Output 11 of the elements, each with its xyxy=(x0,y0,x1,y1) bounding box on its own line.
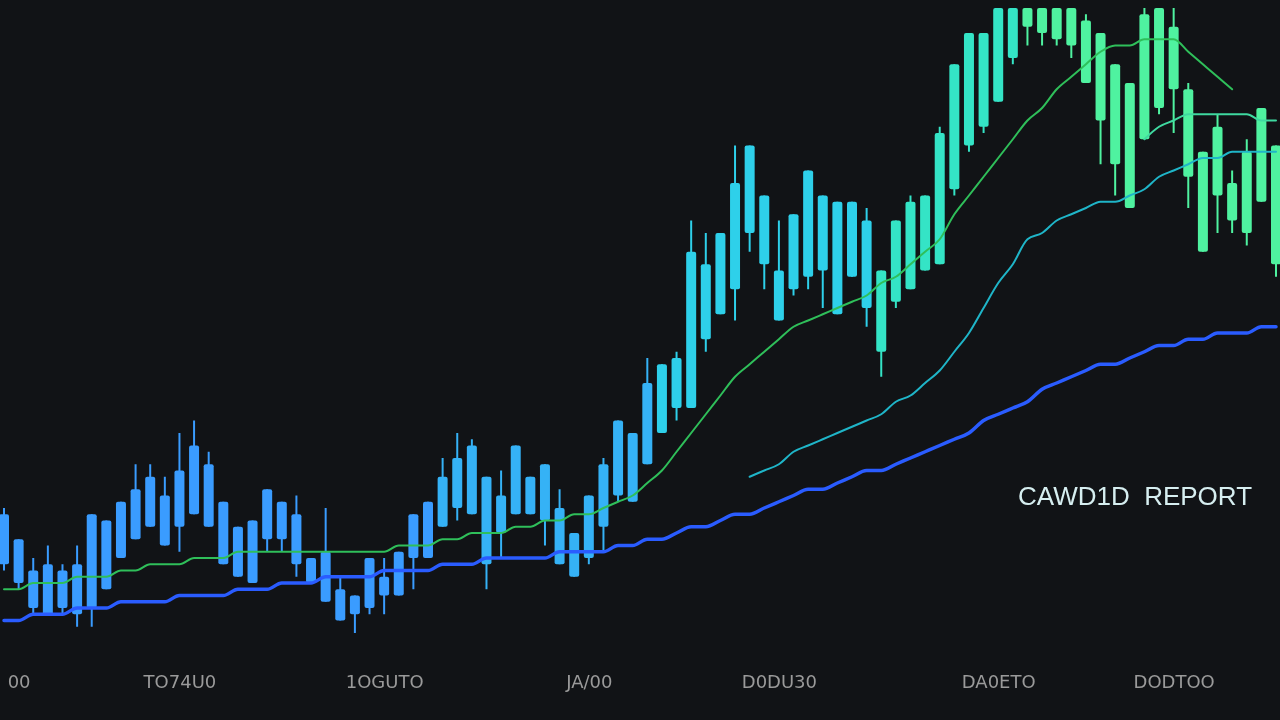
x-tick-label: 00 xyxy=(7,670,31,692)
x-tick-label: DA0ETO xyxy=(961,670,1036,692)
x-tick-label: DODTOO xyxy=(1133,670,1215,692)
x-tick-label: JA/00 xyxy=(565,670,613,692)
annotation: CAWD1D REPORT xyxy=(1017,481,1253,511)
candlestick xyxy=(379,557,390,616)
x-tick-label: 1OGUTO xyxy=(345,670,424,692)
x-tick-label: D0DU30 xyxy=(741,670,818,692)
candlestick xyxy=(1022,7,1033,47)
candlestick xyxy=(349,594,360,634)
x-tick-label: TO74U0 xyxy=(142,670,217,692)
